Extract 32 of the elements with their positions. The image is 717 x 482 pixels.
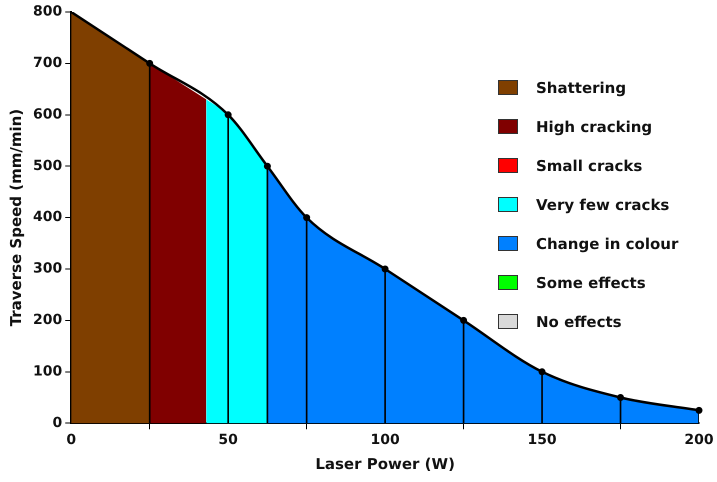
y-tick-label: 500 [32, 158, 62, 174]
legend-label: Small cracks [536, 156, 642, 174]
y-tick-label: 400 [32, 209, 62, 226]
legend-label: Shattering [536, 78, 626, 96]
legend-label: Very few cracks [536, 196, 670, 214]
x-tick-label: 50 [218, 432, 238, 448]
point [617, 394, 624, 401]
x-tick-label: 0 [66, 432, 76, 448]
point [303, 214, 310, 222]
x-axis-title: Laser Power (W) [315, 454, 455, 473]
x-tick-label: 150 [527, 432, 557, 448]
y-tick-label: 200 [32, 312, 62, 328]
point [696, 406, 702, 414]
point [146, 60, 154, 67]
point [224, 111, 232, 118]
legend-label: No effects [536, 312, 622, 330]
point [538, 368, 546, 376]
legend-label: High cracking [536, 118, 652, 136]
y-tick-label: 600 [32, 106, 62, 122]
y-tick-label: 800 [32, 4, 62, 20]
x-tick-label: 200 [684, 432, 714, 448]
legend-label: Some effects [536, 274, 646, 292]
y-tick-label: 700 [32, 55, 62, 72]
point [460, 316, 468, 324]
y-tick-label: 0 [52, 414, 62, 431]
point [264, 162, 271, 170]
legend-label: Change in colour [536, 234, 678, 252]
y-axis-title: Traverse Speed (mm/min) [6, 108, 25, 326]
y-tick-label: 100 [32, 363, 62, 380]
y-tick-label: 300 [32, 260, 62, 277]
x-tick-label: 100 [370, 432, 400, 448]
point [382, 266, 389, 272]
